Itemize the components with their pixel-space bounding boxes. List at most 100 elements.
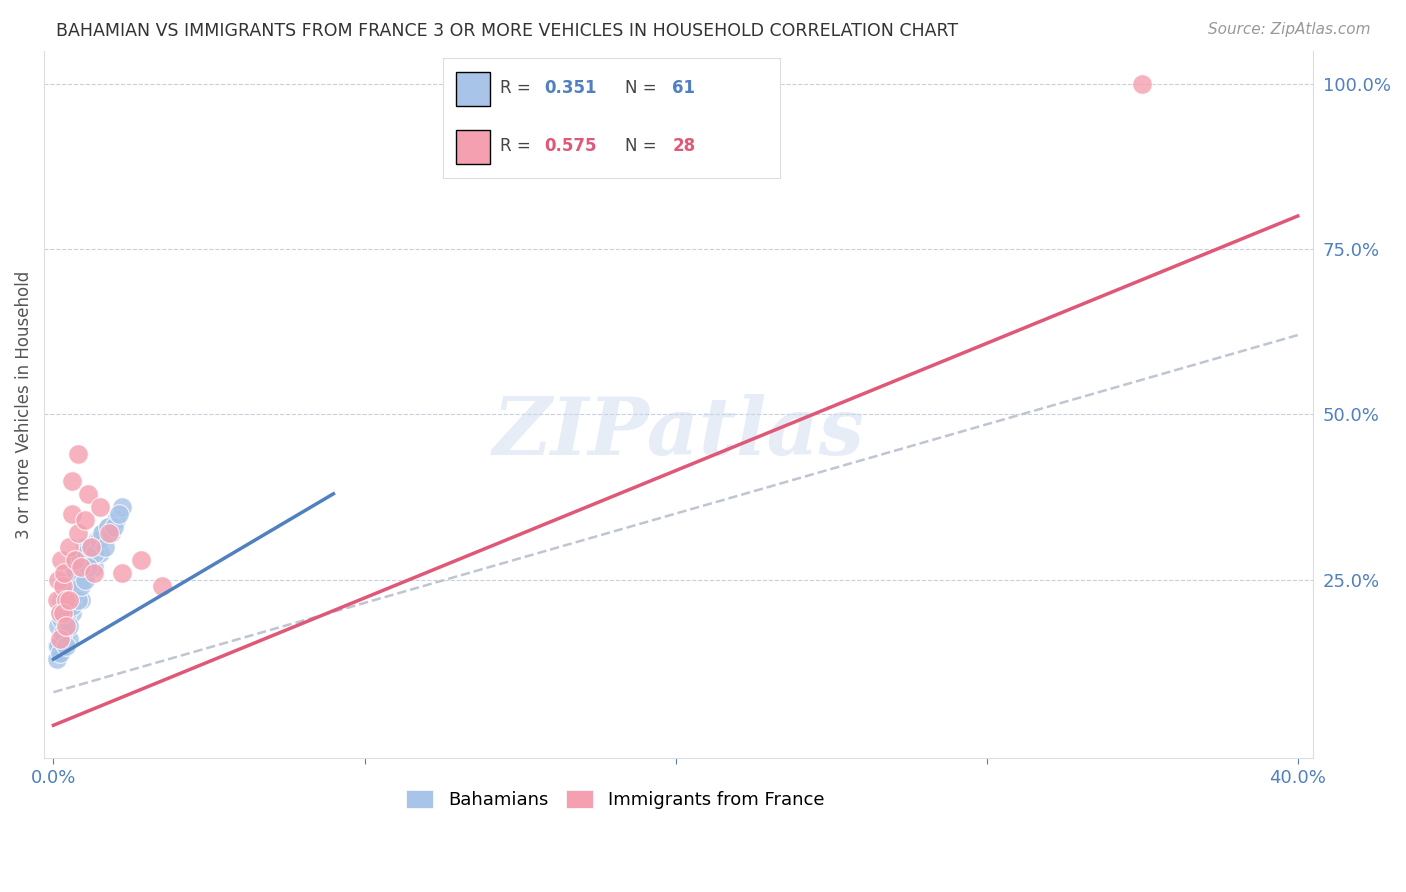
Point	[75, 546, 97, 560]
Point	[76, 553, 98, 567]
Point	[46, 573, 69, 587]
Text: N =: N =	[626, 79, 662, 97]
Point	[97, 520, 120, 534]
Point	[98, 520, 121, 534]
Point	[55, 592, 77, 607]
Point	[111, 500, 134, 514]
Point	[72, 559, 94, 574]
Y-axis label: 3 or more Vehicles in Household: 3 or more Vehicles in Household	[15, 270, 32, 539]
Point	[58, 619, 80, 633]
Point	[63, 586, 86, 600]
FancyBboxPatch shape	[457, 130, 491, 164]
Point	[73, 566, 96, 581]
Point	[55, 625, 77, 640]
Point	[67, 447, 90, 461]
Point	[73, 540, 96, 554]
Point	[53, 592, 76, 607]
Point	[73, 573, 96, 587]
Point	[69, 573, 91, 587]
Legend: Bahamians, Immigrants from France: Bahamians, Immigrants from France	[399, 783, 831, 816]
Point	[45, 639, 67, 653]
Point	[67, 553, 90, 567]
Point	[60, 606, 83, 620]
Text: R =: R =	[501, 136, 536, 155]
Point	[66, 553, 89, 567]
Point	[48, 646, 70, 660]
Point	[51, 612, 73, 626]
Point	[48, 606, 70, 620]
Point	[60, 599, 83, 614]
Point	[52, 632, 75, 647]
Point	[67, 592, 90, 607]
Point	[62, 566, 84, 581]
Point	[90, 526, 112, 541]
Point	[104, 513, 127, 527]
Point	[107, 507, 129, 521]
Point	[45, 592, 67, 607]
Text: 28: 28	[672, 136, 696, 155]
Point	[100, 526, 122, 541]
Point	[94, 540, 117, 554]
Point	[45, 652, 67, 666]
Point	[63, 559, 86, 574]
Text: 0.575: 0.575	[544, 136, 596, 155]
Point	[70, 566, 93, 581]
Point	[80, 540, 103, 554]
Text: 61: 61	[672, 79, 696, 97]
Text: N =: N =	[626, 136, 662, 155]
Point	[73, 513, 96, 527]
Point	[52, 625, 75, 640]
Point	[56, 606, 79, 620]
Point	[59, 579, 82, 593]
Point	[86, 533, 108, 547]
Point	[67, 526, 90, 541]
Point	[83, 566, 105, 581]
FancyBboxPatch shape	[457, 72, 491, 106]
Point	[98, 526, 121, 541]
Point	[48, 632, 70, 647]
Point	[76, 559, 98, 574]
Point	[55, 599, 77, 614]
Point	[60, 474, 83, 488]
Point	[67, 579, 90, 593]
Point	[83, 559, 105, 574]
Point	[129, 553, 152, 567]
Text: R =: R =	[501, 79, 536, 97]
Point	[58, 592, 80, 607]
Point	[82, 540, 104, 554]
Point	[58, 632, 80, 647]
Point	[89, 546, 111, 560]
Point	[52, 579, 75, 593]
Point	[63, 592, 86, 607]
Text: ZIPatlas: ZIPatlas	[492, 394, 865, 472]
Point	[89, 500, 111, 514]
Point	[80, 540, 103, 554]
Point	[60, 573, 83, 587]
Point	[87, 533, 110, 547]
Text: 0.351: 0.351	[544, 79, 596, 97]
Point	[111, 566, 134, 581]
Point	[52, 606, 75, 620]
Point	[70, 559, 93, 574]
Point	[70, 579, 93, 593]
Point	[55, 619, 77, 633]
Point	[84, 546, 107, 560]
Point	[63, 553, 86, 567]
Point	[46, 619, 69, 633]
Point	[150, 579, 173, 593]
Point	[46, 639, 69, 653]
Point	[60, 507, 83, 521]
Point	[1130, 77, 1153, 91]
Point	[53, 612, 76, 626]
Point	[48, 606, 70, 620]
Point	[51, 553, 73, 567]
Point	[58, 540, 80, 554]
Point	[58, 586, 80, 600]
Text: Source: ZipAtlas.com: Source: ZipAtlas.com	[1208, 22, 1371, 37]
Point	[76, 487, 98, 501]
Point	[48, 646, 70, 660]
Point	[103, 520, 125, 534]
Text: BAHAMIAN VS IMMIGRANTS FROM FRANCE 3 OR MORE VEHICLES IN HOUSEHOLD CORRELATION C: BAHAMIAN VS IMMIGRANTS FROM FRANCE 3 OR …	[56, 22, 959, 40]
Point	[55, 639, 77, 653]
Point	[77, 553, 100, 567]
